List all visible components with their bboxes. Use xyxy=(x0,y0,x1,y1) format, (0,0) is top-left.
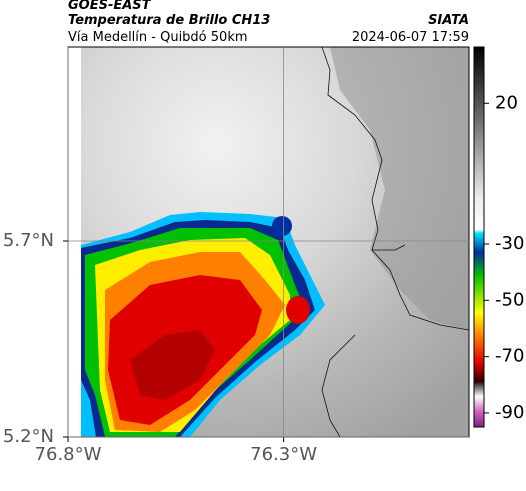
region: Vía Medellín - Quibdó 50km xyxy=(68,30,248,45)
y-tick-label: 5.2°N xyxy=(3,426,54,447)
timestamp: 2024-06-07 17:59 xyxy=(352,30,469,45)
agency: SIATA xyxy=(428,13,469,28)
y-tick-label: 5.7°N xyxy=(3,230,54,251)
x-tick-label: 76.3°W xyxy=(250,444,317,465)
colorbar-label: -70 xyxy=(495,346,524,367)
satellite-image xyxy=(81,47,469,437)
product: Temperatura de Brillo CH13 xyxy=(68,13,270,28)
colorbar-label: -30 xyxy=(495,233,524,254)
colorbar-label: -90 xyxy=(495,402,524,423)
source: GOES-EAST xyxy=(68,0,152,13)
colorbar-label: -50 xyxy=(495,289,524,310)
colorbar-label: 20 xyxy=(495,92,518,113)
colorbar xyxy=(473,46,485,428)
x-tick-label: 76.8°W xyxy=(35,444,102,465)
